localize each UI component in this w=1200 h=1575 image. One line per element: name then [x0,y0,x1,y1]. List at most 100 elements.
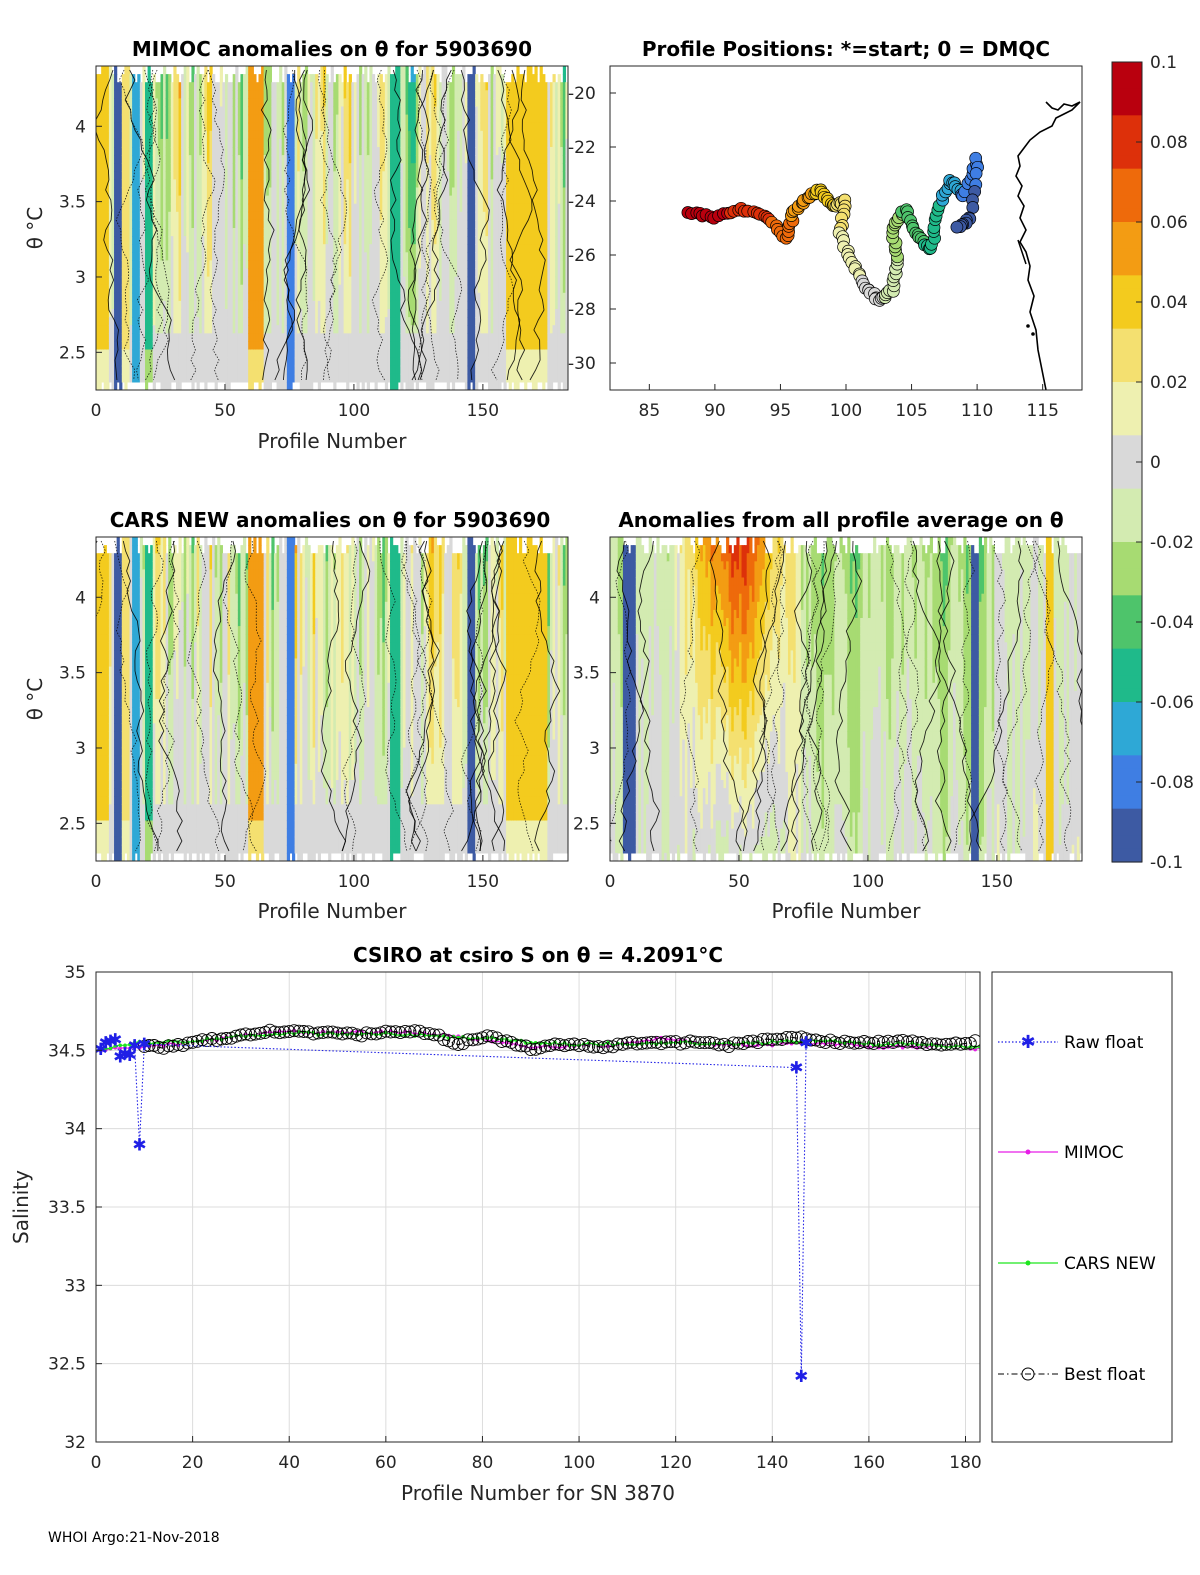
heat-cell [255,252,260,261]
heat-cell [214,147,218,156]
heat-cell [114,98,118,108]
heat-cell [325,106,329,116]
heat-cell [325,292,329,302]
heat-cell [405,114,409,124]
heat-cell [353,82,358,91]
heat-cell [400,187,404,197]
heat-cell [116,147,120,156]
heat-cell [204,317,208,326]
heat-cell [188,236,193,245]
heat-cell [181,341,185,351]
heat-cell [121,268,125,278]
heat-cell [371,309,376,318]
heat-cell [178,195,182,205]
heat-cell [163,365,167,375]
heat-cell [170,228,174,237]
heat-cell [356,187,360,197]
heat-cell [405,276,409,286]
heat-cell [243,98,247,108]
heat-cell [258,122,262,132]
heat-cell [377,171,381,180]
heat-cell [165,228,169,237]
heat-cell [297,171,301,180]
heat-cell [243,260,247,270]
heat-cell [420,82,425,91]
heat-cell [371,219,376,229]
heat-cell [139,195,144,205]
heat-cell [359,98,363,108]
heat-cell [415,333,420,342]
heat-cell [137,309,141,318]
heat-cell [111,179,115,189]
heat-cell [307,300,311,310]
heat-cell [330,333,334,342]
heat-cell [423,179,427,189]
heat-cell [346,252,350,261]
heat-cell [194,252,198,261]
heat-cell [196,187,200,197]
heat-cell [395,211,399,221]
heat-cell [395,130,399,140]
heat-cell [392,147,396,156]
heat-cell [168,300,172,310]
heat-cell [224,236,229,245]
heat-cell [224,171,229,180]
heat-cell [273,195,278,205]
heat-cell [124,228,128,237]
heat-cell [126,163,131,172]
heat-cell [261,122,265,132]
heat-cell [248,179,252,189]
heat-cell [186,82,190,91]
heat-cell [387,300,391,310]
heat-cell [343,66,347,75]
heat-cell [356,373,360,383]
heat-cell [369,244,373,253]
heat-cell [304,114,309,124]
heat-cell [142,179,146,189]
heat-cell [173,106,177,116]
heat-cell [330,236,334,245]
heat-cell [116,357,120,367]
heat-cell [377,211,381,221]
heat-cell [423,163,427,172]
heat-cell [188,138,193,148]
heat-cell [279,163,283,172]
heat-cell [382,357,386,367]
heat-cell [168,365,172,375]
heat-cell [186,357,190,367]
heat-cell [245,244,249,253]
heat-cell [289,365,293,375]
heat-cell [410,365,414,375]
heat-cell [170,276,174,286]
heat-cell [395,276,399,286]
heat-cell [271,203,275,213]
heat-cell [294,187,298,197]
heat-cell [320,276,324,286]
heat-cell [361,114,365,124]
heat-cell [188,260,193,270]
heat-cell [276,138,280,148]
heat-cell [119,138,123,148]
heat-cell [341,373,345,383]
heat-cell [284,147,288,156]
heat-cell [137,74,141,83]
heat-cell [366,203,370,213]
heat-cell [402,300,407,310]
heat-cell [235,365,239,375]
heat-cell [335,219,340,229]
heat-cell [124,98,128,108]
heat-cell [384,228,389,237]
heat-cell [413,268,417,278]
heat-cell [191,276,195,286]
heat-cell [209,187,213,197]
heat-cell [317,106,321,116]
heat-cell [310,349,314,359]
heat-cell [307,276,311,286]
heat-cell [188,244,193,253]
heat-cell [160,122,164,132]
heat-cell [245,211,249,221]
heat-cell [369,138,373,148]
heat-cell [395,187,399,197]
heat-cell [377,219,381,229]
heat-cell [369,195,373,205]
